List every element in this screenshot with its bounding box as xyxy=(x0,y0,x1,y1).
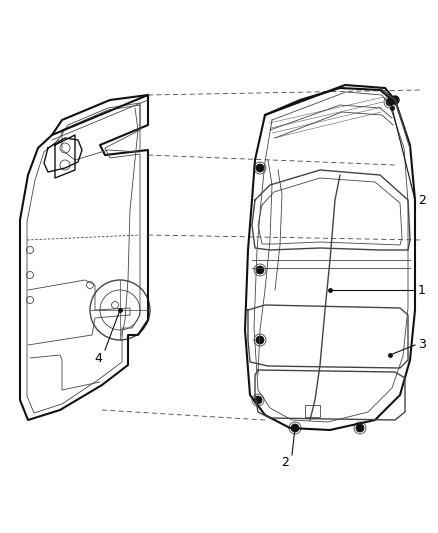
Circle shape xyxy=(256,164,264,172)
Text: 3: 3 xyxy=(418,338,426,351)
Text: 2: 2 xyxy=(281,456,289,469)
Text: 2: 2 xyxy=(418,193,426,206)
Circle shape xyxy=(254,396,262,404)
Text: 1: 1 xyxy=(418,284,426,296)
Circle shape xyxy=(256,336,264,344)
Circle shape xyxy=(391,96,399,104)
Circle shape xyxy=(291,424,299,432)
Circle shape xyxy=(356,424,364,432)
Circle shape xyxy=(256,266,264,274)
Circle shape xyxy=(386,98,394,106)
Text: 4: 4 xyxy=(94,351,102,365)
Bar xyxy=(305,405,320,417)
